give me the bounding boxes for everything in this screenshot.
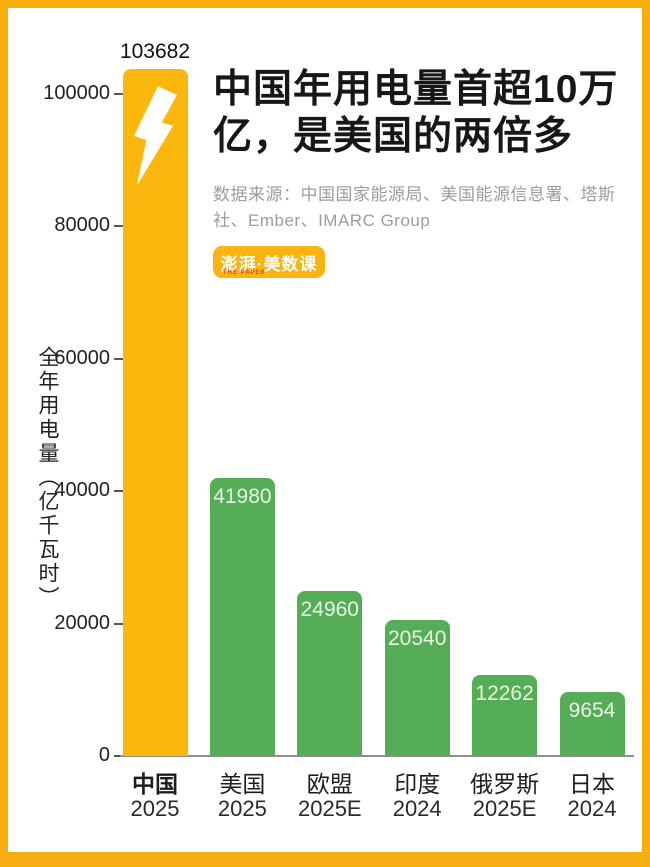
category-label: 日本 [569, 771, 615, 797]
publisher-logo-text: 澎湃·美数课 [220, 254, 318, 274]
lightning-bolt-icon [133, 84, 177, 188]
page-title-line2: 亿，是美国的两倍多 [213, 115, 574, 158]
year-label: 2025 [130, 796, 180, 821]
bar-value-label: 103682 [119, 40, 191, 64]
bar-value-label: 20540 [387, 626, 447, 650]
bar-value-label: 12262 [475, 681, 534, 705]
bar-美国 [209, 477, 275, 756]
y-tick-label: 20000 [54, 611, 110, 634]
category-label: 印度 [394, 771, 441, 797]
year-label: 2025E [472, 796, 537, 821]
y-tick-mark [114, 755, 123, 757]
bar-日本 [559, 692, 625, 756]
y-axis-title: 全年用电量（亿千瓦时） [36, 346, 59, 610]
y-tick-label: 80000 [54, 214, 110, 236]
y-tick-label: 60000 [54, 346, 110, 369]
year-label: 2025 [217, 796, 267, 821]
bar-value-label: 24960 [300, 597, 359, 621]
data-source-note: 数据来源：中国国家能源局、美国能源信息署、塔斯社、Ember、IMARC Gro… [213, 185, 616, 230]
year-label: 2024 [567, 796, 617, 821]
x-axis-line [120, 755, 634, 757]
year-label: 2024 [392, 796, 442, 821]
category-label: 美国 [219, 771, 266, 797]
bar-chart: 0 20000 40000 60000 80000 100000 103682 中国 2025 4… [8, 8, 642, 852]
y-tick-mark [114, 490, 123, 492]
y-tick-label: 40000 [54, 479, 110, 501]
bar-中国 [122, 69, 188, 756]
bar-value-label: 41980 [213, 484, 272, 508]
page-title-line1: 中国年用电量首超10万 [213, 68, 619, 111]
year-label: 2025E [297, 796, 362, 821]
bar-印度 [384, 619, 450, 756]
category-label: 中国 [132, 771, 178, 797]
page-title: 中国年用电量首超10万 亿，是美国的两倍多 [213, 66, 642, 160]
category-label: 欧盟 [306, 771, 353, 797]
category-label: 俄罗斯 [470, 771, 540, 797]
y-tick-mark [114, 357, 123, 360]
y-tick-label: 0 [98, 744, 110, 766]
bar-俄罗斯 [472, 674, 538, 756]
y-tick-mark [114, 225, 123, 227]
publisher-logo: 澎湃·美数课 THE PAPER [213, 246, 325, 278]
bar-欧盟 [297, 590, 363, 756]
y-tick-label: 100000 [43, 81, 110, 104]
publisher-logo-tagline: THE PAPER [223, 270, 266, 276]
y-tick-mark [114, 92, 123, 95]
bar-value-label: 9654 [568, 699, 616, 723]
y-tick-mark [114, 622, 123, 625]
